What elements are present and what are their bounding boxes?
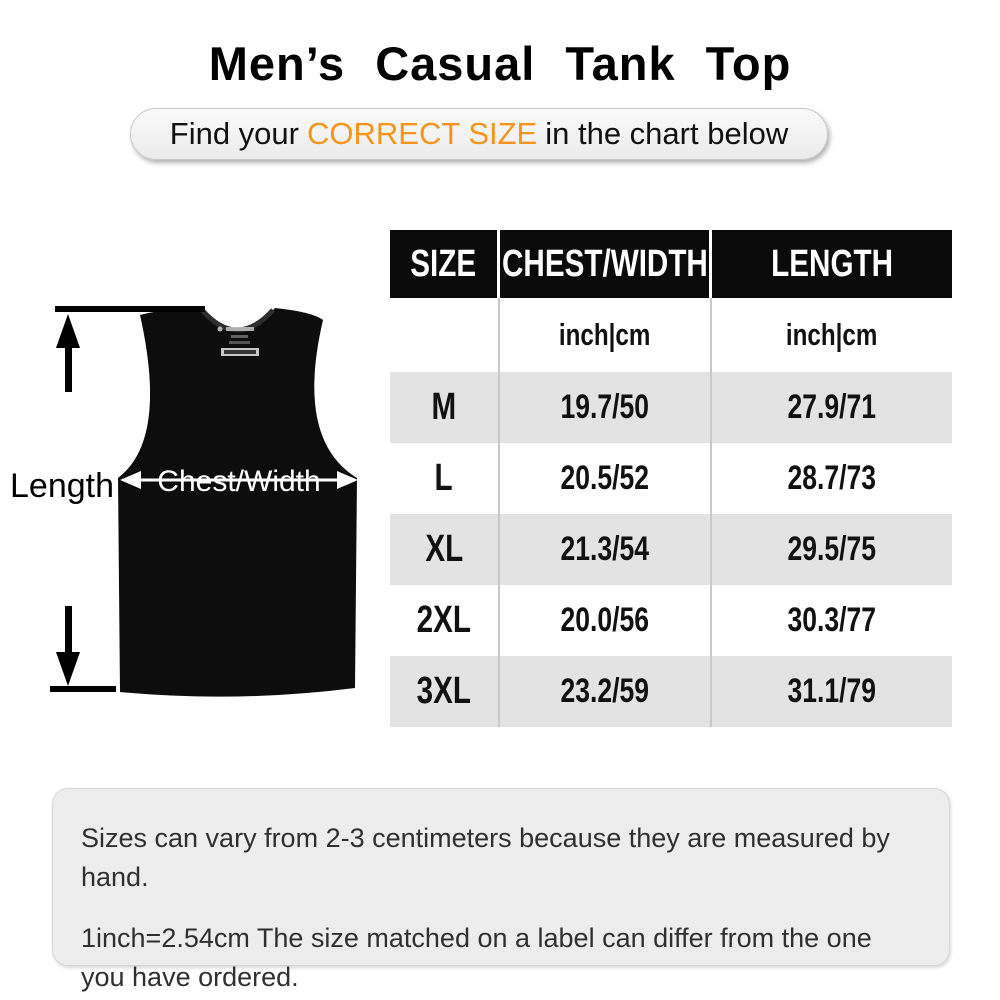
length-cell: 28.7/73: [712, 443, 952, 514]
table-row: 2XL 20.0/56 30.3/77: [390, 585, 952, 656]
table-row: XL 21.3/54 29.5/75: [390, 514, 952, 585]
tank-top-diagram: Length Chest/Width: [10, 306, 358, 697]
size-cell: 3XL: [390, 656, 500, 727]
chest-cell: 21.3/54: [500, 514, 712, 585]
chest-width-label: Chest/Width: [157, 465, 320, 498]
column-header-length: LENGTH: [712, 230, 952, 298]
chest-cell: 20.5/52: [500, 443, 712, 514]
column-header-chest: CHEST/WIDTH: [500, 230, 712, 298]
table-row: M 19.7/50 27.9/71: [390, 372, 952, 443]
brand-label: [217, 326, 259, 356]
length-cell: 29.5/75: [712, 514, 952, 585]
size-cell: 2XL: [390, 585, 500, 656]
length-cell: 27.9/71: [712, 372, 952, 443]
table-row: 3XL 23.2/59 31.1/79: [390, 656, 952, 727]
units-length-cell: inch|cm: [712, 298, 952, 372]
length-measure: Length: [10, 306, 205, 692]
tank-top-illustration: [118, 308, 357, 697]
length-shaft-bottom: [65, 606, 72, 654]
length-arrow-up-icon: [56, 314, 80, 348]
units-chest-cell: inch|cm: [500, 298, 712, 372]
size-table: SIZE CHEST/WIDTH LENGTH inch|cm inch|cm …: [390, 230, 952, 727]
page-title: Men’s Casual Tank Top: [208, 37, 792, 90]
table-header-row: SIZE CHEST/WIDTH LENGTH: [390, 230, 952, 298]
subtitle-pill: Find your CORRECT SIZE in the chart belo…: [130, 108, 828, 160]
chest-cell: 20.0/56: [500, 585, 712, 656]
column-header-size: SIZE: [390, 230, 500, 298]
table-row: L 20.5/52 28.7/73: [390, 443, 952, 514]
chest-cell: 23.2/59: [500, 656, 712, 727]
length-label: Length: [10, 467, 114, 505]
subtitle-highlight: CORRECT SIZE: [307, 116, 538, 151]
table-units-row: inch|cm inch|cm: [390, 298, 952, 372]
length-cell: 30.3/77: [712, 585, 952, 656]
note-line-1: Sizes can vary from 2-3 centimeters beca…: [81, 823, 890, 893]
length-top-cap: [55, 306, 205, 312]
chest-arrow-right-icon: [337, 471, 358, 489]
chest-cell: 19.7/50: [500, 372, 712, 443]
size-cell: M: [390, 372, 500, 443]
subtitle-post: in the chart below: [545, 116, 789, 151]
size-cell: XL: [390, 514, 500, 585]
chest-width-measure: Chest/Width: [120, 465, 358, 498]
note-line-2: 1inch=2.54cm The size matched on a label…: [81, 923, 872, 993]
length-arrow-down-icon: [56, 652, 80, 686]
subtitle-pre: Find your: [169, 116, 299, 151]
length-shaft-top: [65, 346, 72, 392]
notes-box: Sizes can vary from 2-3 centimeters beca…: [52, 788, 950, 992]
units-size-cell: [390, 298, 500, 372]
chest-arrow-left-icon: [120, 471, 141, 489]
size-cell: L: [390, 443, 500, 514]
length-bottom-cap: [50, 686, 116, 692]
length-cell: 31.1/79: [712, 656, 952, 727]
